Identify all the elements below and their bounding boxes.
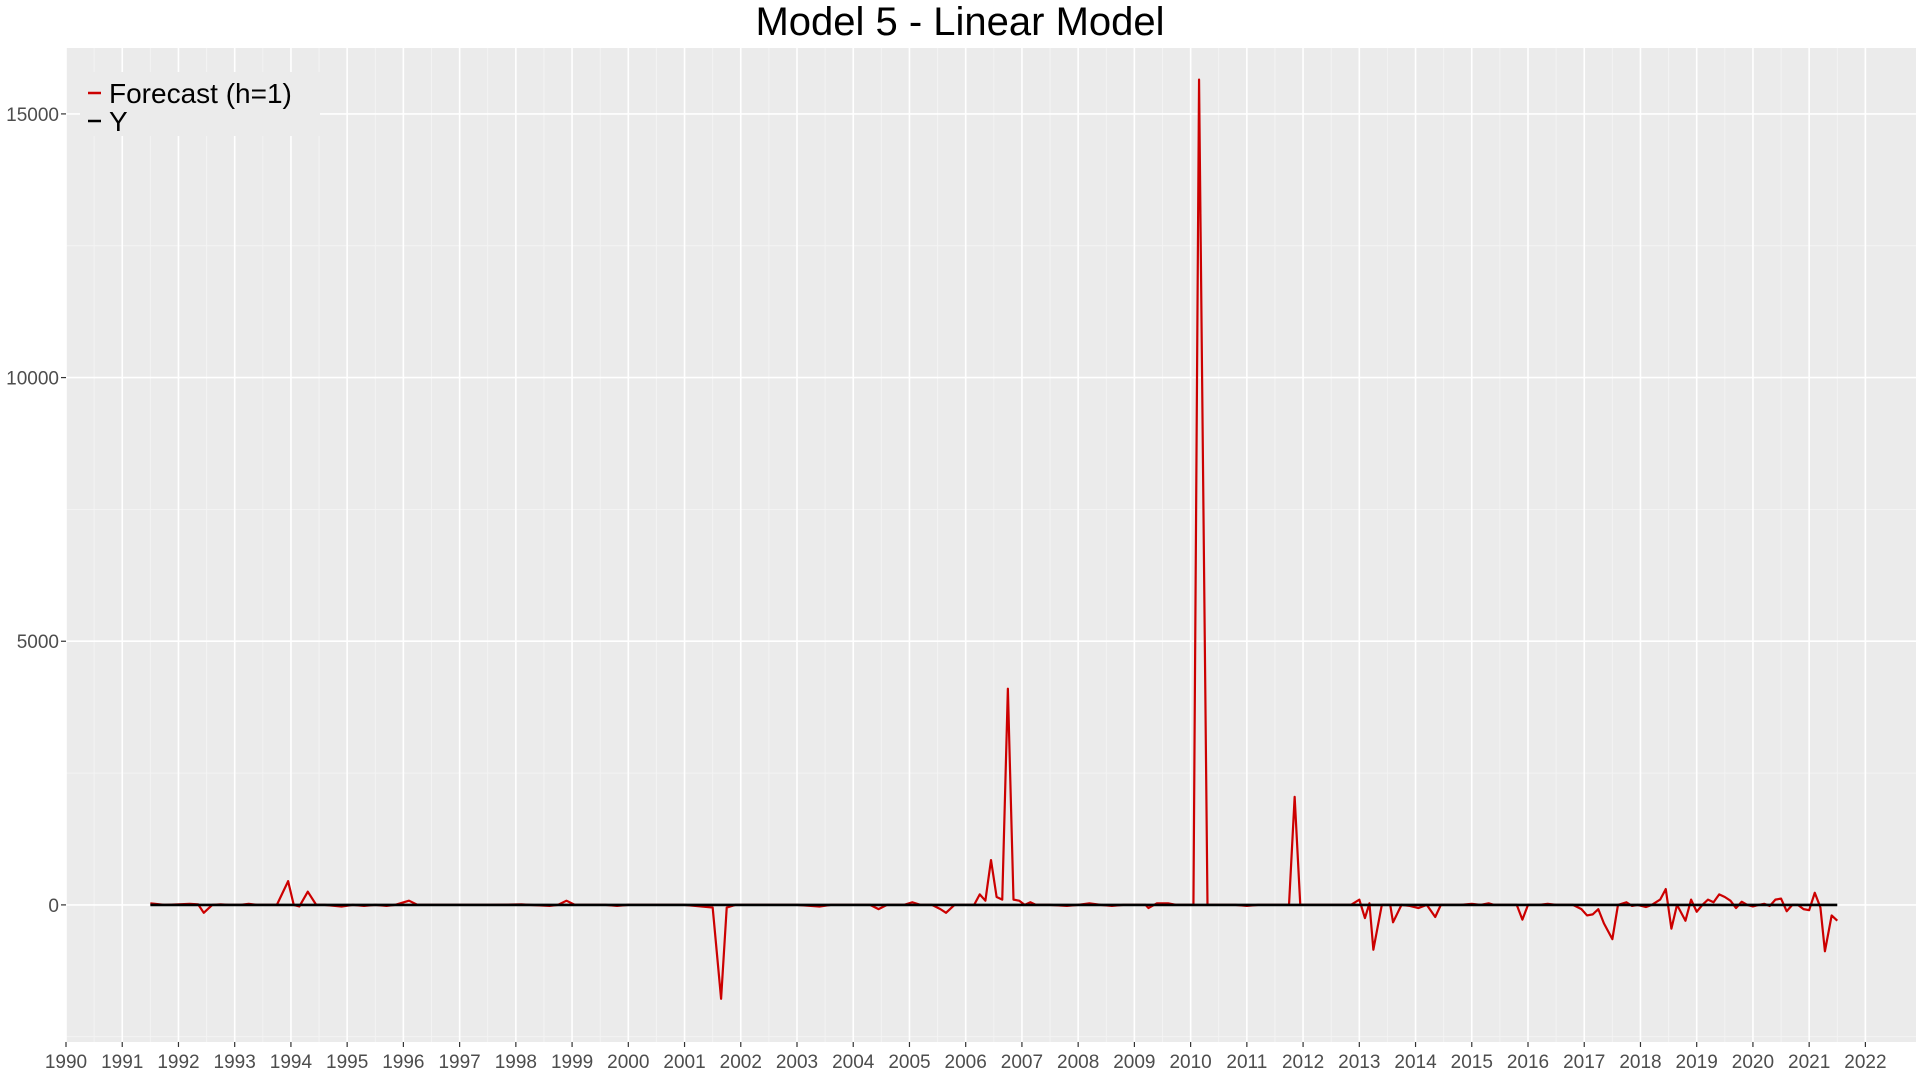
x-tick-label: 2011 bbox=[1226, 1052, 1267, 1073]
y-tick-label: 10000 bbox=[6, 369, 59, 390]
legend-label-y: Y bbox=[109, 106, 128, 137]
y-tick-label: 15000 bbox=[6, 105, 59, 126]
y-axis: 0 5000 10000 15000 bbox=[6, 105, 66, 917]
x-tick-label: 2015 bbox=[1451, 1052, 1493, 1073]
series-layer bbox=[150, 78, 1839, 1000]
x-tick-label: 2021 bbox=[1788, 1052, 1830, 1073]
plot-panel bbox=[66, 48, 1916, 1042]
x-tick-label: 1991 bbox=[101, 1052, 143, 1073]
x-tick-label: 2010 bbox=[1169, 1052, 1211, 1073]
x-tick-label: 1998 bbox=[495, 1052, 537, 1073]
chart-title: Model 5 - Linear Model bbox=[755, 0, 1165, 44]
x-tick-label: 2013 bbox=[1338, 1052, 1380, 1073]
x-tick-label: 1996 bbox=[382, 1052, 424, 1073]
legend: Forecast (h=1) Y bbox=[80, 72, 320, 137]
x-tick-label: 2001 bbox=[663, 1052, 705, 1073]
x-tick-label: 2019 bbox=[1676, 1052, 1718, 1073]
x-tick-label: 1994 bbox=[270, 1052, 313, 1073]
x-tick-label: 2020 bbox=[1732, 1052, 1774, 1073]
x-tick-label: 2005 bbox=[888, 1052, 930, 1073]
x-tick-label: 2002 bbox=[720, 1052, 762, 1073]
x-tick-label: 2008 bbox=[1057, 1052, 1099, 1073]
x-tick-label: 2004 bbox=[832, 1052, 875, 1073]
x-tick-label: 2000 bbox=[607, 1052, 649, 1073]
x-tick-label: 2007 bbox=[1001, 1052, 1043, 1073]
x-tick-label: 2009 bbox=[1113, 1052, 1155, 1073]
x-tick-label: 1995 bbox=[326, 1052, 368, 1073]
y-tick-label: 5000 bbox=[17, 632, 59, 653]
x-tick-label: 2018 bbox=[1619, 1052, 1661, 1073]
x-tick-label: 1997 bbox=[438, 1052, 480, 1073]
x-tick-label: 2003 bbox=[776, 1052, 818, 1073]
grid-minor bbox=[66, 48, 1916, 1042]
x-tick-label: 2016 bbox=[1507, 1052, 1549, 1073]
legend-label-forecast: Forecast (h=1) bbox=[109, 78, 292, 109]
x-tick-label: 2022 bbox=[1844, 1052, 1886, 1073]
x-axis: 1990 1991 1992 1993 1994 1995 1996 1997 1998 1999… bbox=[45, 1042, 1887, 1073]
x-tick-label: 1993 bbox=[214, 1052, 256, 1073]
x-tick-label: 2012 bbox=[1282, 1052, 1324, 1073]
y-tick-label: 0 bbox=[48, 896, 59, 917]
x-tick-label: 2014 bbox=[1394, 1052, 1437, 1073]
x-tick-label: 1999 bbox=[551, 1052, 593, 1073]
x-tick-label: 1992 bbox=[157, 1052, 199, 1073]
x-tick-label: 2017 bbox=[1563, 1052, 1605, 1073]
x-tick-label: 1990 bbox=[45, 1052, 87, 1073]
x-tick-label: 2006 bbox=[945, 1052, 987, 1073]
legend-background bbox=[80, 72, 320, 136]
